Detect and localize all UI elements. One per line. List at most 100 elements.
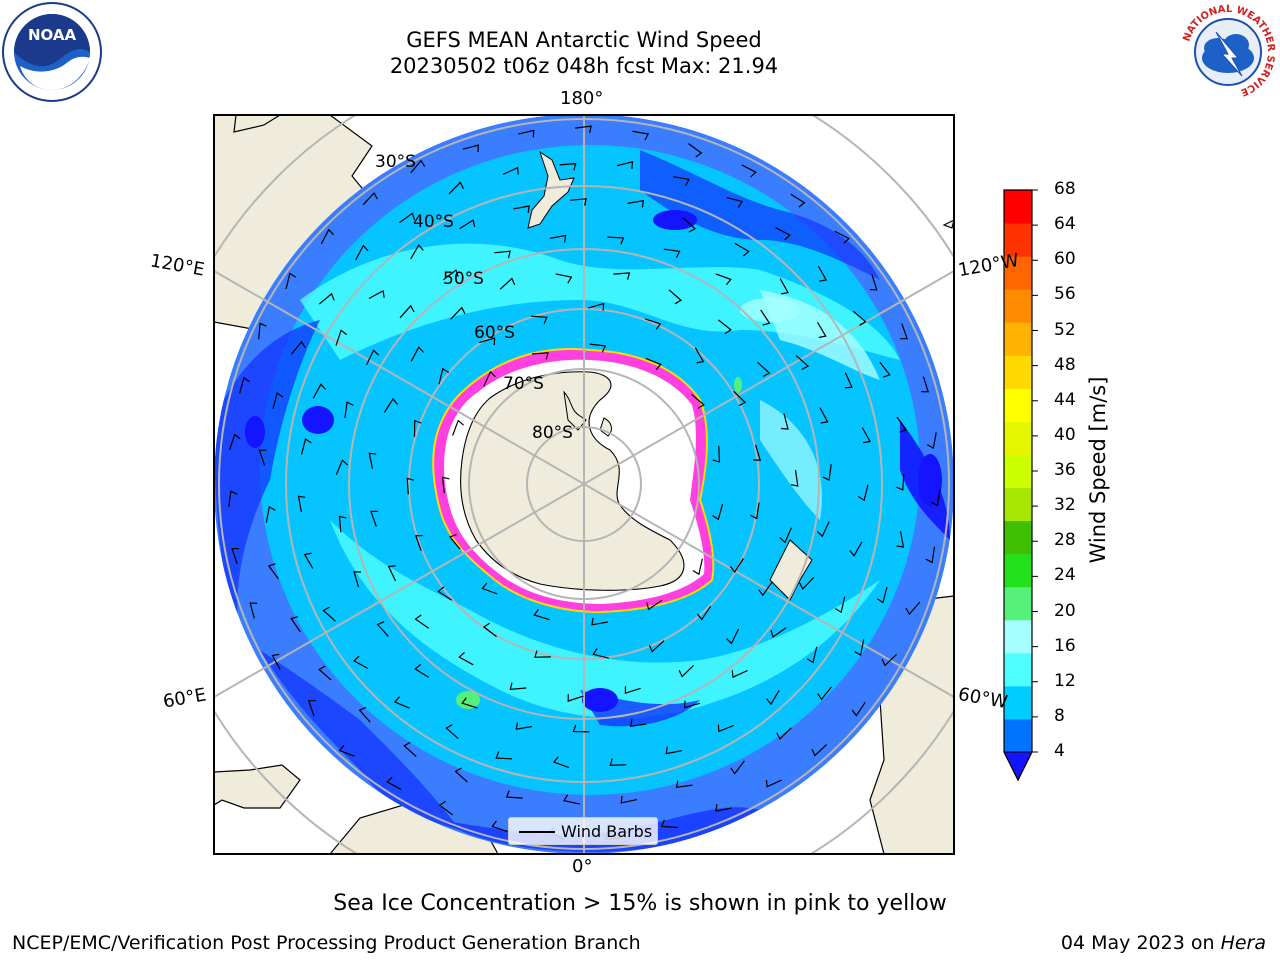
wind-barb	[320, 228, 335, 245]
wind-barb	[267, 563, 279, 580]
wind-barb	[682, 217, 697, 233]
wind-barb	[445, 724, 459, 740]
wind-barb	[712, 445, 721, 463]
wind-barb	[414, 664, 430, 678]
wind-barb	[834, 596, 846, 614]
wind-barb	[239, 376, 250, 394]
wind-barb	[668, 289, 683, 305]
wind-barb	[757, 361, 771, 377]
wind-barb	[678, 664, 695, 678]
wind-barb	[717, 319, 732, 335]
colorbar-segment	[1004, 685, 1032, 720]
wind-barb	[366, 349, 380, 365]
wind-barb	[290, 616, 301, 633]
wind-barb	[505, 790, 523, 799]
wind-barb	[646, 599, 663, 611]
wind-barb	[607, 236, 625, 245]
wind-barb	[572, 724, 590, 733]
wind-barb	[442, 269, 459, 281]
wind-barb	[896, 416, 908, 433]
colorbar-segment	[1004, 289, 1032, 323]
wind-barb	[811, 744, 828, 757]
wind-barb	[758, 581, 773, 597]
wind-barb	[303, 552, 314, 569]
colorbar-under-arrow	[1003, 751, 1033, 782]
colorbar-label: Wind Speed [m/s]	[1086, 376, 1110, 564]
wind-barb	[228, 490, 238, 508]
wind-barb	[726, 197, 744, 208]
wind-barb	[881, 653, 898, 667]
wind-barb	[660, 819, 678, 829]
wind-barb	[555, 273, 573, 284]
wind-barb	[570, 198, 587, 206]
wind-barb	[231, 547, 240, 564]
wind-barb	[483, 370, 496, 387]
colorbar-segment	[1004, 322, 1032, 356]
wind-barb	[795, 354, 810, 371]
wind-barb	[450, 306, 466, 320]
wind-barb	[318, 292, 335, 305]
wind-barb	[879, 361, 891, 378]
wind-barb	[765, 779, 782, 788]
wind-barb	[383, 397, 398, 413]
lat-label-50s: 50°S	[443, 269, 484, 289]
wind-barb	[312, 383, 327, 399]
colorbar-tick-label: 8	[1054, 705, 1065, 726]
wind-barb	[717, 724, 734, 733]
wind-barb	[921, 376, 930, 393]
wind-barb	[779, 278, 789, 295]
wind-barb	[338, 744, 355, 757]
wind-barb	[853, 310, 867, 326]
wind-barb	[567, 694, 584, 702]
wind-barb	[300, 438, 312, 455]
wind-barb	[629, 719, 647, 728]
wind-barb	[258, 449, 267, 466]
antarctica	[432, 348, 715, 614]
wind-barb	[712, 503, 724, 521]
wind-barb	[344, 401, 354, 419]
wind-barb	[816, 521, 830, 538]
wind-barb	[645, 357, 662, 371]
chart-title: GEFS MEAN Antarctic Wind Speed	[406, 28, 762, 52]
wind-barb	[627, 199, 645, 208]
wind-barb	[549, 234, 567, 243]
colorbar-segment	[1004, 454, 1032, 489]
wind-barb	[591, 617, 608, 626]
wind-barb	[437, 586, 453, 601]
wind-barb	[854, 639, 865, 657]
wind-field	[214, 115, 954, 854]
wind-barb	[817, 686, 832, 701]
wind-barb	[589, 343, 607, 353]
wind-barb	[613, 272, 631, 280]
wind-barb	[291, 340, 306, 355]
colorbar-segment	[1004, 487, 1032, 522]
wind-barb	[370, 510, 378, 527]
colorbar-tick-label: 56	[1054, 284, 1076, 305]
wind-barb	[449, 533, 461, 550]
wind-barb	[765, 689, 780, 706]
wind-barb	[307, 700, 316, 717]
wind-barb	[730, 760, 745, 775]
wind-barb	[663, 248, 681, 258]
wind-barb	[616, 161, 634, 169]
wind-barb	[499, 277, 516, 290]
colorbar-tick-label: 36	[1054, 460, 1076, 480]
chart-subtitle: 20230502 t06z 048h fcst Max: 21.94	[389, 54, 779, 78]
wind-barb	[393, 696, 410, 709]
wind-barb	[406, 477, 415, 495]
colorbar-segment	[1004, 223, 1032, 257]
noaa-logo: NOAA	[2, 2, 102, 102]
wind-barb	[822, 464, 832, 482]
wind-barb	[533, 609, 550, 621]
lat-label-40s: 40°S	[413, 212, 454, 232]
colorbar-tick-label: 64	[1054, 214, 1076, 235]
colorbar-segment	[1004, 520, 1032, 555]
wind-barb	[760, 309, 771, 326]
wind-barb	[413, 419, 422, 437]
wind-barb	[849, 541, 863, 557]
wind-barb	[753, 444, 762, 461]
wind-barb	[844, 372, 853, 389]
wind-barb	[338, 515, 347, 533]
wind-barb	[665, 746, 683, 755]
wind-barb	[644, 318, 662, 330]
